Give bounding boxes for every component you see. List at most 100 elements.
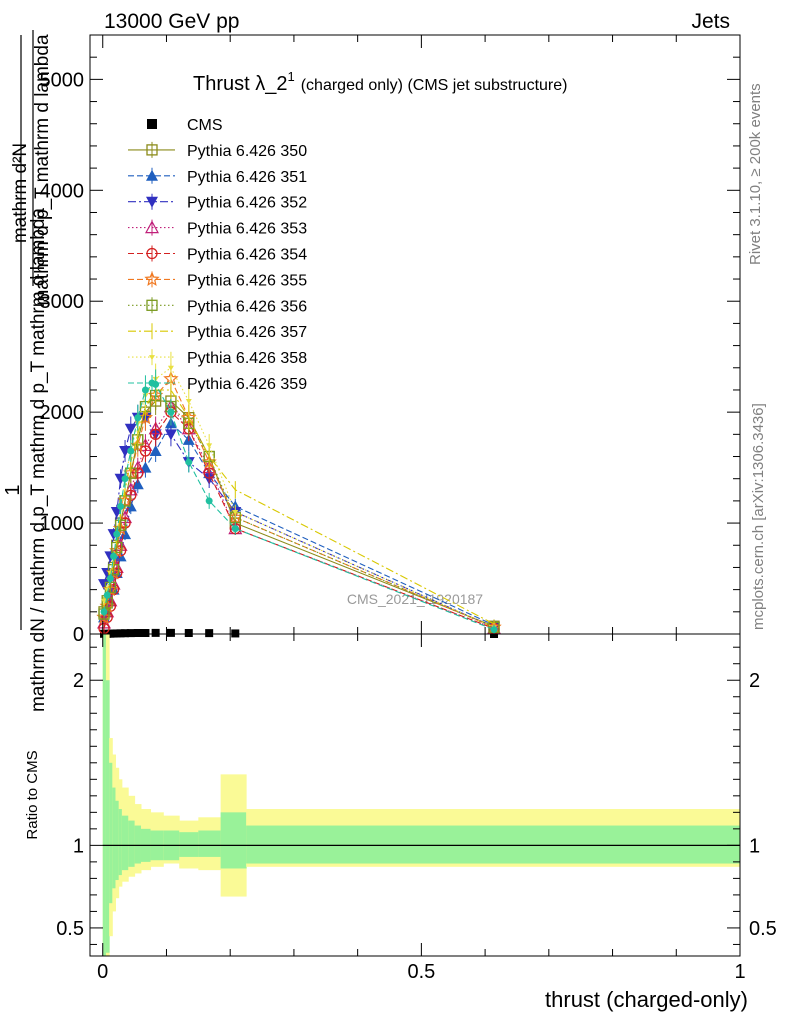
ratio-y-tick-label: 2 — [73, 670, 84, 692]
legend-label: Pythia 6.426 350 — [187, 143, 307, 160]
legend-item: Pythia 6.426 352 — [128, 193, 307, 212]
series-point — [126, 629, 135, 638]
series-point — [134, 414, 142, 422]
series-point — [232, 509, 239, 515]
ratio-inner-band — [112, 787, 116, 889]
main-y-tick-label: 1000 — [40, 513, 85, 535]
series-line — [103, 383, 495, 631]
main-y-tick-label: 3000 — [40, 291, 85, 313]
legend-item: Pythia 6.426 356 — [128, 297, 307, 315]
main-y-label: 1 mathrm d²N mathrm d p_T mathrm d lambd… — [2, 30, 53, 712]
series-point — [98, 622, 110, 635]
ratio-y-tick-label: 1 — [73, 835, 84, 857]
main-y-axis: 0 1000 2000 3000 4000 5000 — [40, 56, 740, 646]
series-point — [205, 497, 213, 505]
ratio-inner-band — [179, 832, 199, 857]
main-y-tick-label: 5000 — [40, 69, 85, 91]
series-point — [117, 502, 125, 510]
ratio-inner-band — [102, 634, 107, 956]
ratio-x-tick-label: 1 — [734, 961, 745, 983]
series-point — [149, 444, 162, 456]
legend-item: Pythia 6.426 355 — [128, 271, 307, 289]
header-left-label: 13000 GeV pp — [104, 10, 239, 33]
series-point — [206, 443, 213, 449]
series-point — [167, 408, 175, 416]
legend-marker — [147, 119, 157, 129]
ratio-x-axis: 0 0.5 1 — [97, 634, 746, 983]
series-point — [151, 628, 160, 637]
legend-item: Pythia 6.426 358 — [128, 349, 307, 367]
series-point — [141, 629, 150, 638]
legend: CMS Pythia 6.426 350 Pythia 6.426 351 Pythi… — [128, 117, 307, 393]
series-point — [164, 429, 177, 441]
series-point — [185, 399, 192, 405]
legend-item: CMS — [147, 117, 223, 134]
legend-marker — [144, 271, 160, 286]
main-panel: 0 1000 2000 3000 4000 5000 — [40, 34, 741, 646]
legend-marker — [144, 220, 160, 234]
ratio-inner-band — [246, 825, 741, 864]
legend-label: Pythia 6.426 353 — [187, 221, 307, 238]
series-point — [121, 629, 130, 638]
series-point — [166, 628, 175, 637]
ratio-inner-band — [109, 762, 113, 904]
series-point — [103, 591, 111, 599]
main-series-layer — [96, 351, 502, 638]
main-x-axis-ticks — [102, 35, 741, 634]
series-point — [231, 629, 240, 638]
ratio-inner-band — [220, 812, 247, 869]
series-point — [137, 409, 154, 425]
series-point — [127, 447, 135, 455]
legend-item: Pythia 6.426 359 — [128, 375, 307, 393]
series-point — [184, 629, 193, 638]
ratio-frame — [89, 633, 741, 957]
mcplots-label: mcplots.cern.ch [arXiv:1306.3436] — [750, 403, 767, 630]
series-line — [103, 389, 495, 625]
x-axis-label: thrust (charged-only) — [545, 987, 748, 1012]
series-point — [124, 423, 137, 435]
series-point — [119, 445, 132, 457]
ratio-y-tick-label: 0.5 — [56, 918, 84, 940]
ratio-y-axis: 0.5 0.5 1 1 2 2 — [56, 646, 777, 945]
header-right-label: Jets — [691, 10, 730, 33]
series-point — [133, 629, 142, 638]
ratio-inner-band — [198, 830, 222, 857]
legend-marker — [146, 299, 158, 311]
ratio-inner-band — [134, 825, 142, 864]
series-point — [167, 365, 174, 371]
series-point — [139, 445, 152, 457]
legend-label: Pythia 6.426 351 — [187, 169, 307, 186]
chart-title: Thrust λ_21 (charged only) (CMS jet subst… — [193, 69, 567, 95]
series-point — [141, 386, 149, 394]
ratio-y-label: Ratio to CMS — [24, 750, 41, 839]
legend-item: Pythia 6.426 353 — [128, 219, 307, 238]
series-point — [131, 478, 144, 490]
series-point — [110, 552, 118, 560]
ratio-inner-band — [105, 680, 110, 953]
legend-label: Pythia 6.426 358 — [187, 350, 307, 367]
legend-label: Pythia 6.426 355 — [187, 272, 307, 289]
legend-label: Pythia 6.426 352 — [187, 195, 307, 212]
legend-label: CMS — [187, 117, 223, 134]
series-point — [149, 428, 162, 440]
series-point — [107, 570, 114, 576]
ratio-y-tick-label-right: 1 — [749, 835, 760, 857]
legend-marker — [146, 196, 158, 208]
ratio-x-tick-label: 0 — [97, 961, 108, 983]
series-point — [101, 598, 108, 604]
chart-title-sup: 1 — [287, 69, 294, 84]
legend-item: Pythia 6.426 350 — [128, 141, 307, 160]
legend-item: Pythia 6.426 357 — [128, 323, 307, 341]
main-y-tick-label: 2000 — [40, 402, 85, 424]
main-y-tick-label: 4000 — [40, 180, 85, 202]
ratio-inner-band — [115, 800, 120, 881]
legend-item: Pythia 6.426 354 — [128, 245, 307, 264]
series-point — [490, 626, 498, 634]
main-ylabel-top-denominator: mathrm d p_T mathrm d lambda — [32, 34, 53, 305]
series-point — [113, 530, 121, 538]
ratio-panel: 0.5 0.51 12 2 0 0.5 1 — [56, 633, 777, 983]
legend-label: Pythia 6.426 354 — [187, 247, 307, 264]
ratio-inner-band — [121, 815, 129, 871]
rivet-label: Rivet 3.1.10, ≥ 200k events — [747, 83, 764, 265]
